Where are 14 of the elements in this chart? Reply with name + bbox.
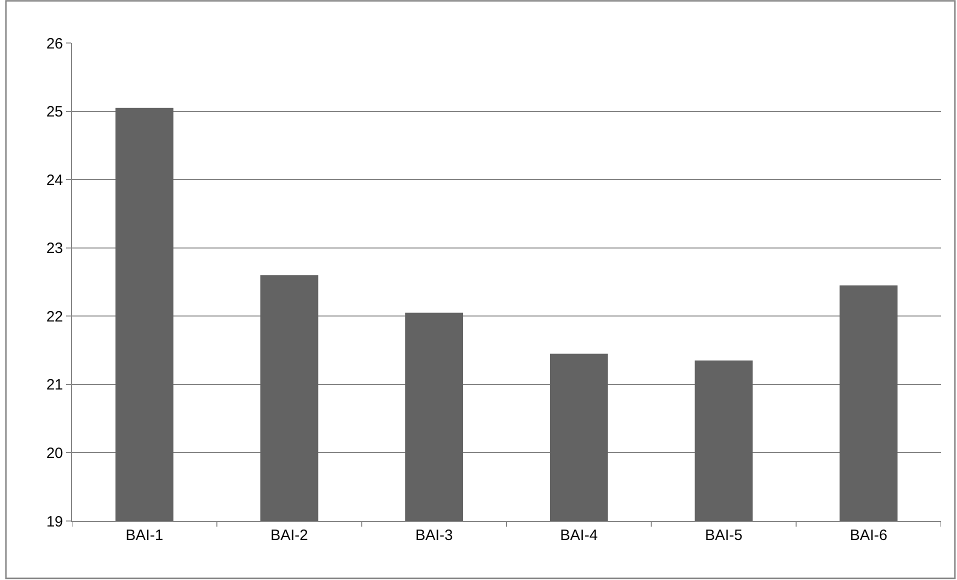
x-tick-label: BAI-6 bbox=[850, 527, 888, 544]
y-tick-label: 26 bbox=[46, 35, 63, 52]
y-tick-label: 21 bbox=[46, 376, 63, 394]
x-tick-label: BAI-2 bbox=[270, 527, 308, 544]
y-tick-label: 24 bbox=[46, 172, 63, 189]
x-tick-label: BAI-1 bbox=[126, 527, 164, 544]
y-tick-label: 25 bbox=[46, 104, 63, 121]
y-tick-label: 20 bbox=[46, 444, 63, 462]
x-tick-label: BAI-3 bbox=[415, 527, 453, 544]
y-tick-label: 19 bbox=[46, 513, 63, 530]
y-tick-label: 23 bbox=[46, 240, 63, 258]
y-tick-label: 22 bbox=[46, 308, 63, 326]
x-tick-label: BAI-5 bbox=[704, 527, 743, 544]
x-tick-label: BAI-4 bbox=[560, 527, 598, 544]
